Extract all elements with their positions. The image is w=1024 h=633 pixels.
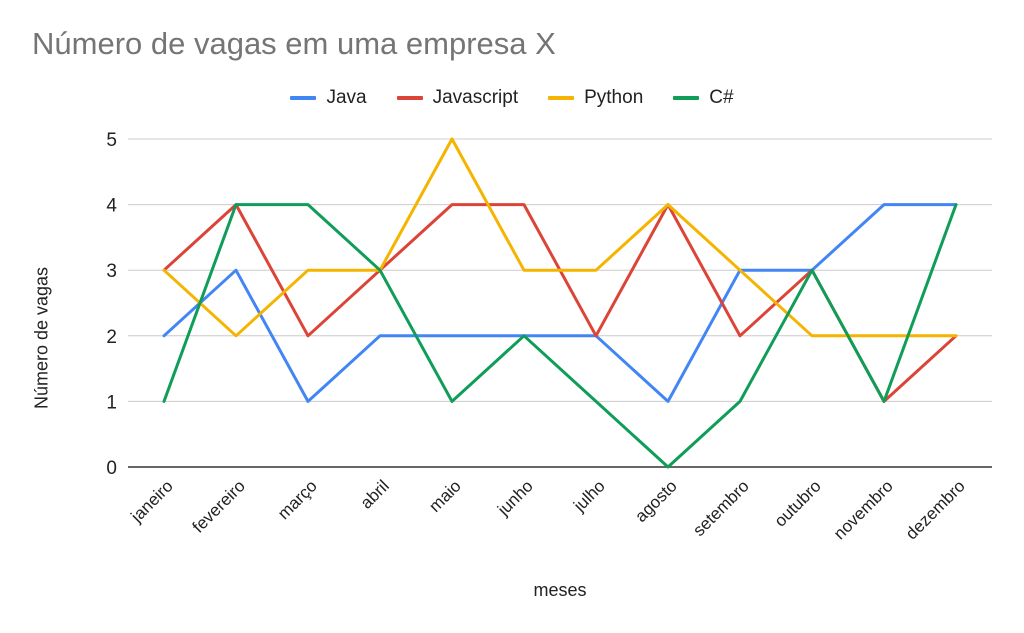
x-tick-label: setembro [689,476,753,540]
y-tick-label: 5 [106,130,117,151]
legend-item-java[interactable]: Java [290,87,367,109]
legend-item-javascript[interactable]: Javascript [396,87,519,109]
chart-title: Número de vagas em uma empresa X [32,26,556,61]
x-tick-label: abril [357,476,393,512]
y-tick-label: 0 [106,458,117,479]
x-tick-label: maio [425,476,464,515]
legend-item-csharp[interactable]: C# [673,87,734,109]
legend-label-java: Java [326,87,367,108]
x-tick-label: agosto [631,476,681,526]
x-tick-label: julho [569,476,609,516]
x-axis-label: meses [533,580,587,600]
y-tick-label: 1 [106,392,117,413]
series-line-csharp [162,203,958,469]
legend-swatch-python [548,96,575,100]
x-tick-label: março [274,476,321,523]
legend: Java Javascript Python C# [0,86,1024,110]
legend-swatch-java [290,96,317,100]
y-tick-label: 3 [106,261,117,282]
legend-label-javascript: Javascript [432,87,519,108]
series-line-java [162,203,958,403]
x-tick-label: janeiro [127,476,177,526]
y-tick-label: 2 [106,327,117,348]
x-tick-label: dezembro [902,476,969,543]
legend-label-csharp: C# [709,87,734,108]
series-line-python [162,137,958,338]
legend-swatch-javascript [396,96,423,100]
x-tick-label: junho [493,476,537,520]
legend-swatch-csharp [673,96,700,100]
legend-label-python: Python [584,87,644,108]
legend-item-python[interactable]: Python [548,87,643,109]
x-tick-label: fevereiro [189,476,249,536]
x-tick-label: outubro [771,476,825,530]
series-line-javascript [162,203,958,403]
y-tick-label: 4 [106,196,117,217]
x-tick-label: novembro [830,476,897,543]
